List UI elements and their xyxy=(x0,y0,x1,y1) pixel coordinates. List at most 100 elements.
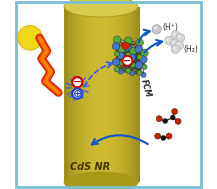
Circle shape xyxy=(124,43,131,51)
Bar xyxy=(98,7,100,182)
Circle shape xyxy=(155,133,161,139)
Circle shape xyxy=(177,43,179,46)
Bar xyxy=(136,7,138,182)
Circle shape xyxy=(178,35,181,38)
Circle shape xyxy=(152,25,161,34)
Bar xyxy=(68,7,70,182)
Bar xyxy=(90,7,93,182)
Circle shape xyxy=(156,116,162,122)
Circle shape xyxy=(124,60,131,67)
Text: −: − xyxy=(73,77,82,87)
Bar xyxy=(111,7,113,182)
Bar xyxy=(117,7,119,182)
Bar xyxy=(87,7,89,182)
Bar xyxy=(127,7,129,182)
Text: −: − xyxy=(123,56,132,66)
Bar xyxy=(81,7,83,182)
Bar xyxy=(104,7,106,182)
Bar xyxy=(138,7,140,182)
Circle shape xyxy=(135,61,143,69)
Circle shape xyxy=(163,119,168,123)
Circle shape xyxy=(170,115,175,120)
Circle shape xyxy=(170,39,179,48)
Circle shape xyxy=(125,37,132,44)
Circle shape xyxy=(126,68,131,73)
Circle shape xyxy=(142,64,147,70)
Circle shape xyxy=(114,67,120,72)
Bar xyxy=(109,7,112,182)
Bar xyxy=(94,7,97,182)
Circle shape xyxy=(119,61,124,66)
Circle shape xyxy=(130,62,136,68)
Circle shape xyxy=(113,36,121,43)
Circle shape xyxy=(72,88,82,99)
Circle shape xyxy=(141,49,148,57)
Circle shape xyxy=(161,136,166,140)
Circle shape xyxy=(18,26,42,50)
Circle shape xyxy=(176,33,185,42)
Circle shape xyxy=(172,108,178,115)
Bar xyxy=(100,7,102,182)
Ellipse shape xyxy=(64,0,138,17)
Bar xyxy=(108,7,110,182)
Bar xyxy=(89,7,91,182)
Circle shape xyxy=(137,70,142,75)
Circle shape xyxy=(166,133,172,139)
Circle shape xyxy=(117,52,125,60)
Circle shape xyxy=(130,70,135,76)
Text: (H⁺): (H⁺) xyxy=(162,23,178,32)
Circle shape xyxy=(171,31,180,39)
Circle shape xyxy=(141,72,146,77)
Circle shape xyxy=(128,54,136,61)
Circle shape xyxy=(126,52,131,57)
Bar xyxy=(125,7,127,182)
Bar xyxy=(119,7,121,182)
Bar xyxy=(77,7,80,182)
Circle shape xyxy=(118,69,123,74)
Circle shape xyxy=(112,58,120,66)
Bar xyxy=(66,7,68,182)
Bar xyxy=(132,7,134,182)
Circle shape xyxy=(127,58,132,64)
Circle shape xyxy=(175,118,181,124)
Bar xyxy=(72,7,74,182)
Circle shape xyxy=(171,45,180,53)
Bar xyxy=(102,7,104,182)
Circle shape xyxy=(140,56,147,63)
Bar xyxy=(85,7,87,182)
Text: ⊕: ⊕ xyxy=(73,89,82,98)
Bar xyxy=(123,7,125,182)
Circle shape xyxy=(137,54,142,60)
Circle shape xyxy=(112,43,120,50)
Bar xyxy=(96,7,99,182)
Circle shape xyxy=(173,33,176,35)
Circle shape xyxy=(122,56,132,66)
Text: FCM: FCM xyxy=(139,78,152,98)
Circle shape xyxy=(114,51,120,57)
Bar xyxy=(130,7,132,182)
Text: (H₂): (H₂) xyxy=(183,45,198,54)
Circle shape xyxy=(172,41,175,44)
Bar xyxy=(106,7,108,182)
Bar xyxy=(113,7,115,182)
Circle shape xyxy=(165,36,173,45)
Bar xyxy=(83,7,85,182)
Circle shape xyxy=(118,45,125,53)
Circle shape xyxy=(122,42,129,50)
Circle shape xyxy=(173,47,176,49)
Circle shape xyxy=(154,26,157,29)
Circle shape xyxy=(166,38,169,41)
Circle shape xyxy=(72,77,82,87)
Bar xyxy=(70,7,72,182)
Bar xyxy=(115,7,117,182)
Bar xyxy=(134,7,136,182)
Bar xyxy=(92,7,95,182)
Bar xyxy=(76,7,78,182)
Bar xyxy=(128,7,131,182)
Bar xyxy=(64,7,66,182)
Circle shape xyxy=(129,47,137,55)
Ellipse shape xyxy=(64,172,138,189)
Bar xyxy=(74,7,76,182)
Circle shape xyxy=(136,39,143,46)
Circle shape xyxy=(175,41,184,50)
